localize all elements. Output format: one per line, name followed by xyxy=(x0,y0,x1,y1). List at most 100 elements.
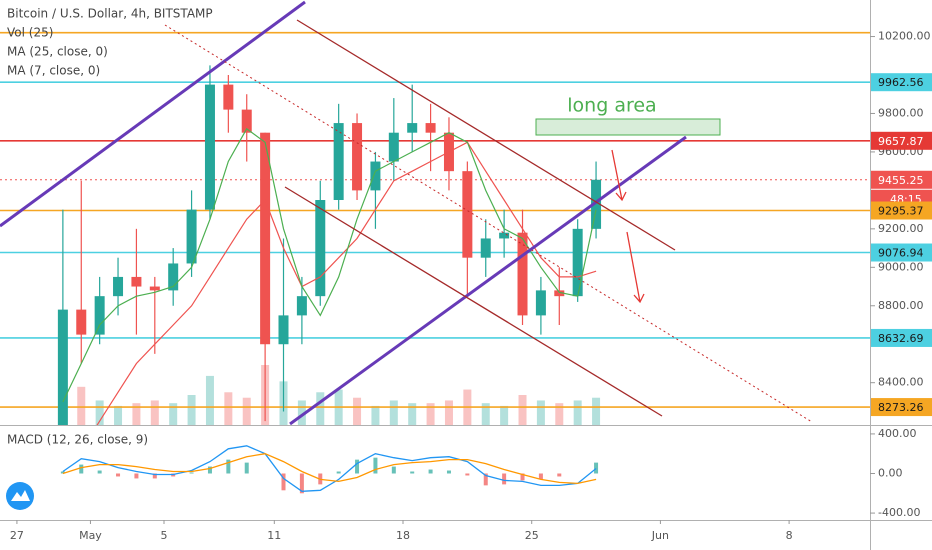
ma-line xyxy=(62,127,597,403)
macd-histogram-bar xyxy=(594,462,599,474)
ma-line xyxy=(96,141,597,425)
volume-bar xyxy=(224,392,233,425)
macd-histogram-bar xyxy=(502,473,507,485)
candle-body xyxy=(204,84,215,210)
macd-histogram-bar xyxy=(483,473,488,486)
macd-histogram-bar xyxy=(557,473,562,477)
macd-histogram-bar xyxy=(428,469,433,474)
legend-entry: MA (7, close, 0) xyxy=(7,64,100,78)
volume-bar xyxy=(573,400,582,425)
level-label-box xyxy=(871,243,932,262)
y-tick-label: 8400.00 xyxy=(878,376,924,389)
candle-body xyxy=(241,109,252,133)
volume-bar xyxy=(297,400,306,425)
level-label-box xyxy=(871,170,932,189)
chart-title: Bitcoin / U.S. Dollar, 4h, BITSTAMP xyxy=(7,7,213,21)
volume-bar xyxy=(353,397,362,425)
macd-histogram-bar xyxy=(410,471,415,474)
macd-histogram-bar xyxy=(336,471,341,474)
macd-histogram-bar xyxy=(446,470,451,474)
volume-label: Vol (25) xyxy=(7,26,53,40)
candle-body xyxy=(186,209,197,264)
macd-histogram-bar xyxy=(244,462,249,474)
candle-body xyxy=(278,315,289,345)
level-label-box xyxy=(871,131,932,150)
candle-body xyxy=(113,276,124,297)
macd-histogram-bar xyxy=(299,473,304,494)
level-label: 8632.69 xyxy=(878,332,924,345)
macd-line xyxy=(62,445,597,492)
macd-y-tick-label: -400.00 xyxy=(878,506,920,519)
level-label: 9295.37 xyxy=(878,205,924,218)
candle-body xyxy=(260,132,271,345)
volume-bar xyxy=(242,397,251,425)
volume-bar xyxy=(426,403,435,425)
level-label-box xyxy=(871,398,932,417)
price-pane xyxy=(0,31,870,425)
volume-bar xyxy=(150,400,159,425)
volume-bar xyxy=(389,400,398,425)
macd-histogram-bar xyxy=(60,471,65,474)
volume-bar xyxy=(481,403,490,425)
candle-body xyxy=(94,296,105,335)
candle-body xyxy=(517,232,528,316)
candle-body xyxy=(352,123,363,191)
volume-bar xyxy=(187,395,196,425)
volume-bar xyxy=(132,403,141,425)
macd-histogram-bar xyxy=(134,473,139,479)
channel-line xyxy=(296,19,676,251)
annotation: long area xyxy=(567,95,656,117)
x-tick-label: 18 xyxy=(396,529,410,542)
candle-body xyxy=(407,123,418,133)
y-tick-label: 8800.00 xyxy=(878,299,924,312)
logo[interactable] xyxy=(6,482,34,510)
y-tick-label: 10200.00 xyxy=(878,30,931,43)
y-tick-label: 9000.00 xyxy=(878,260,924,273)
x-tick-label: 5 xyxy=(160,529,167,542)
volume-bar xyxy=(518,395,527,425)
trend-line xyxy=(289,135,687,425)
level-label: 9076.94 xyxy=(878,247,924,260)
signal-line xyxy=(62,453,597,485)
volume-bar xyxy=(592,397,601,425)
candle-body xyxy=(425,123,436,133)
level-label: 8273.26 xyxy=(878,401,924,414)
macd-histogram-bar xyxy=(520,473,525,481)
long-area-box xyxy=(535,118,721,136)
candle-body xyxy=(499,232,510,239)
macd-histogram-bar xyxy=(226,459,231,474)
macd-histogram-bar xyxy=(152,473,157,479)
x-tick-label: Jun xyxy=(651,529,669,542)
macd-histogram-bar xyxy=(97,470,102,474)
volume-bar xyxy=(205,375,214,425)
candle-body xyxy=(370,161,381,191)
x-tick-label: 25 xyxy=(525,529,539,542)
candle-body xyxy=(296,296,307,316)
candle-body xyxy=(462,171,473,258)
candle-body xyxy=(572,228,583,297)
macd-histogram-bar xyxy=(281,473,286,491)
candle-body xyxy=(315,200,326,297)
macd-histogram-bar xyxy=(79,464,84,474)
macd-histogram-bar xyxy=(355,459,360,474)
candle-body xyxy=(76,309,87,335)
macd-y-tick-label: 400.00 xyxy=(878,427,917,440)
level-label: 9657.87 xyxy=(878,135,924,148)
candle-body xyxy=(480,238,491,258)
arrow xyxy=(611,149,627,202)
level-label-box xyxy=(871,201,932,220)
macd-histogram-bar xyxy=(465,473,470,476)
volume-bar xyxy=(536,400,545,425)
axes: 27 May 5 11 18 25 Jun 8 8400.00 8800.00 9000.00 920… xyxy=(10,30,932,542)
drawings: long area xyxy=(0,0,813,425)
volume-bar xyxy=(444,400,453,425)
candle-body xyxy=(554,290,565,297)
macd-pane xyxy=(60,445,599,494)
candle-body xyxy=(388,132,399,162)
volume-bar xyxy=(371,405,380,425)
macd-histogram-bar xyxy=(538,473,543,480)
volume-bar xyxy=(316,392,325,425)
macd-y-tick-label: 0.00 xyxy=(878,466,903,479)
